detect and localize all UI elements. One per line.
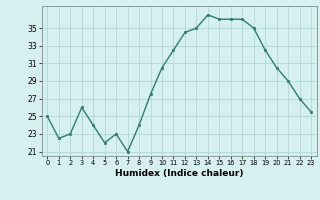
X-axis label: Humidex (Indice chaleur): Humidex (Indice chaleur) bbox=[115, 169, 244, 178]
